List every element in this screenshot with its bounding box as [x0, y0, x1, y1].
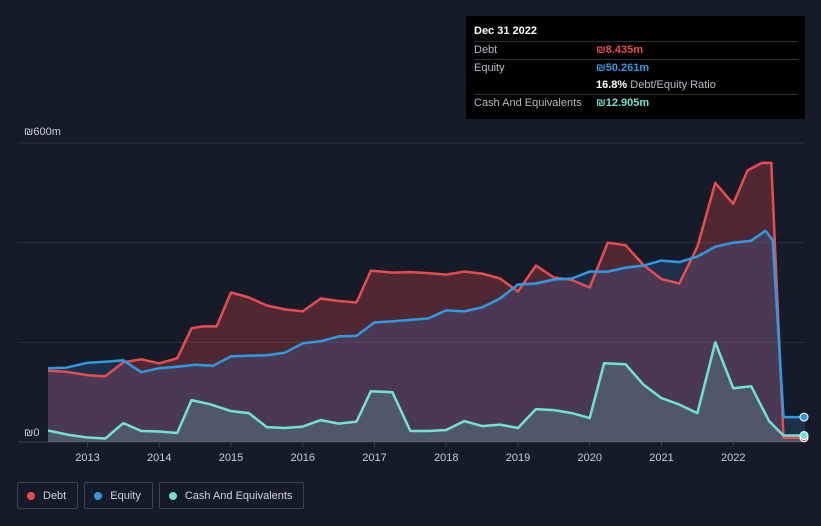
x-tick-label: 2014 — [147, 452, 171, 464]
tooltip-ratio-value: 16.8% — [596, 79, 628, 91]
equity-dot-icon — [94, 491, 103, 500]
tooltip-debt-row: Debt ₪8.435m — [474, 41, 798, 59]
y-axis-bottom-label: ₪0 — [24, 427, 39, 439]
x-tick-label: 2019 — [506, 452, 530, 464]
tooltip-equity-row: Equity ₪50.261m — [474, 59, 798, 77]
tooltip-cash-label: Cash And Equivalents — [474, 97, 582, 109]
cash-dot-icon — [168, 491, 177, 500]
tooltip-cash-row: Cash And Equivalents ₪12.905m — [474, 94, 798, 112]
cash-line — [47, 341, 805, 440]
legend-cash-label: Cash And Equivalents — [184, 489, 293, 502]
x-tick-label: 2021 — [649, 452, 673, 464]
x-tick-label: 2022 — [721, 452, 745, 464]
equity-end-point[interactable] — [799, 412, 809, 422]
x-tick-label: 2017 — [362, 452, 386, 464]
tooltip-ratio-label: Debt/Equity Ratio — [630, 79, 716, 91]
tooltip-date: Dec 31 2022 — [474, 25, 537, 37]
data-tooltip: Dec 31 2022 Debt ₪8.435m Equity ₪50.261m… — [466, 16, 805, 119]
legend-debt-toggle[interactable]: Debt — [17, 482, 79, 509]
x-tick-label: 2013 — [75, 452, 99, 464]
x-tick-label: 2018 — [434, 452, 458, 464]
tooltip-equity-value: ₪50.261m — [596, 62, 650, 74]
tooltip-debt-label: Debt — [474, 44, 498, 56]
legend-debt-label: Debt — [43, 489, 67, 502]
chart-legend: Debt Equity Cash And Equivalents — [17, 482, 305, 509]
debt-area — [48, 162, 805, 442]
legend-cash-toggle[interactable]: Cash And Equivalents — [158, 482, 305, 509]
y-axis-top-label: ₪600m — [24, 126, 61, 138]
x-tick-label: 2016 — [290, 452, 314, 464]
x-tick-label: 2015 — [219, 452, 243, 464]
legend-equity-toggle[interactable]: Equity — [84, 482, 153, 509]
debt-dot-icon — [27, 491, 35, 500]
legend-equity-label: Equity — [110, 489, 141, 502]
tooltip-debt-value: ₪8.435m — [596, 44, 644, 56]
cash-area — [48, 342, 805, 442]
tooltip-cash-value: ₪12.905m — [596, 97, 650, 109]
tooltip-ratio-row: 16.8% Debt/Equity Ratio — [474, 77, 798, 94]
tooltip-equity-label: Equity — [474, 62, 505, 74]
cash-end-point[interactable] — [799, 431, 809, 441]
x-tick-label: 2020 — [577, 452, 601, 464]
equity-line — [47, 229, 805, 419]
equity-area — [48, 230, 805, 442]
